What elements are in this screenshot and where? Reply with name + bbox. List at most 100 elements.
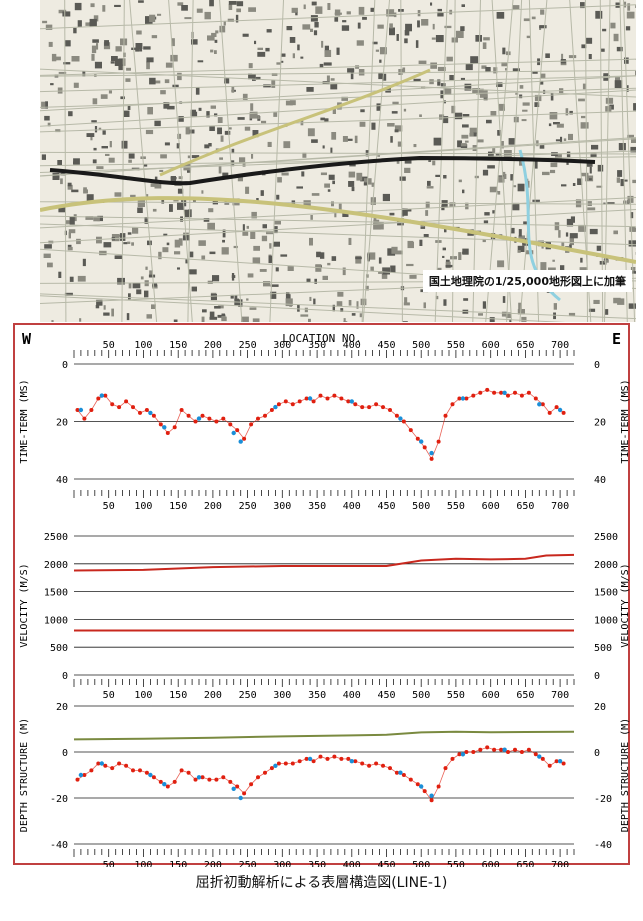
map-building [86,133,95,137]
map-building [382,193,390,202]
map-building [57,87,63,94]
map-building [336,301,343,306]
x-tick-label: 200 [204,690,222,701]
chart-panel-3: 20 20 0 0 -20 -20 -40 -40 DEPTH STRUCTURE (M) DEP… [19,702,631,851]
map-building [275,267,279,272]
map-building [482,42,487,49]
map-building [300,314,309,317]
x-tick-label: 350 [308,690,326,701]
map-building [73,214,77,222]
map-building [270,291,277,299]
map-building [359,121,366,127]
map-building [187,155,191,159]
x-tick-label: 200 [204,340,222,351]
map-building [476,139,484,143]
map-road [604,0,611,322]
map-building [93,216,100,222]
map-building [118,64,123,71]
map-building [102,5,106,12]
map-building [191,155,200,159]
map-building [177,72,182,81]
map-building [607,202,615,205]
map-building [502,47,506,55]
map-building [337,291,344,297]
map-building [311,1,317,6]
map-building [135,48,140,52]
map-building [103,242,112,248]
map-building [127,106,131,110]
map-building [423,302,426,309]
map-building [403,108,407,112]
map-building [613,33,619,42]
map-building [394,129,399,133]
map-building [85,22,90,26]
map-building [295,12,298,16]
map-building [550,162,558,168]
map-building [523,18,531,22]
map-building [322,145,325,149]
map-building [550,93,554,101]
x-axis-title: LOCATION NO. [282,332,361,345]
map-building [163,233,168,236]
map-building [286,292,290,296]
map-building [510,174,513,181]
refraction-chart: W E LOCATION NO. 0 0 20 20 40 40 TIME-TERM (MS… [13,323,631,871]
map-building [363,182,368,186]
map-building [248,63,253,69]
map-building [144,217,149,224]
map-building [210,293,217,301]
x-tick-label: 700 [551,501,569,512]
map-building [210,105,216,109]
map-building [191,39,198,45]
y-tick-label-left: 500 [50,643,68,654]
map-building [165,62,173,68]
data-point [78,407,84,413]
map-building [117,277,125,285]
y-axis-label-right: TIME-TERM (MS) [620,379,631,463]
map-building [628,303,636,309]
x-tick-label: 650 [516,690,534,701]
map-building [340,308,344,312]
map-building [128,153,135,159]
map-building [297,44,300,51]
map-building [314,278,317,284]
map-building [230,294,234,299]
map-building [218,305,224,309]
map-building [324,183,330,188]
map-building [136,289,142,295]
data-point [349,759,354,764]
map-building [98,127,102,130]
map-building [498,103,505,111]
map-building [620,179,625,187]
map-building [581,44,587,49]
map-building [483,37,490,41]
map-building [214,39,218,43]
x-tick-row: 50 100 150 200 250 300 350 400 450 500 550 600 650 70… [73,679,575,701]
map-building [482,239,486,243]
map-building [481,65,487,69]
data-point [231,430,236,436]
map-building [565,232,569,237]
data-point [429,450,434,456]
map-building [311,139,318,143]
map-building [519,85,524,89]
map-building [178,116,184,122]
map-building [555,139,561,142]
map-building [261,120,267,124]
map-building [548,123,552,127]
map-building [522,109,528,112]
map-road [485,0,514,322]
map-building [350,72,354,80]
map-building [94,61,102,69]
map-building [310,15,318,22]
map-building [273,241,280,247]
map-building [276,62,281,65]
map-building [73,82,79,88]
map-building [123,110,130,117]
x-tick-label: 50 [103,501,115,512]
map-building [91,45,97,54]
y-tick-label-left: 20 [56,702,68,713]
map-building [319,63,324,68]
map-building [171,38,175,47]
data-point [419,784,424,789]
